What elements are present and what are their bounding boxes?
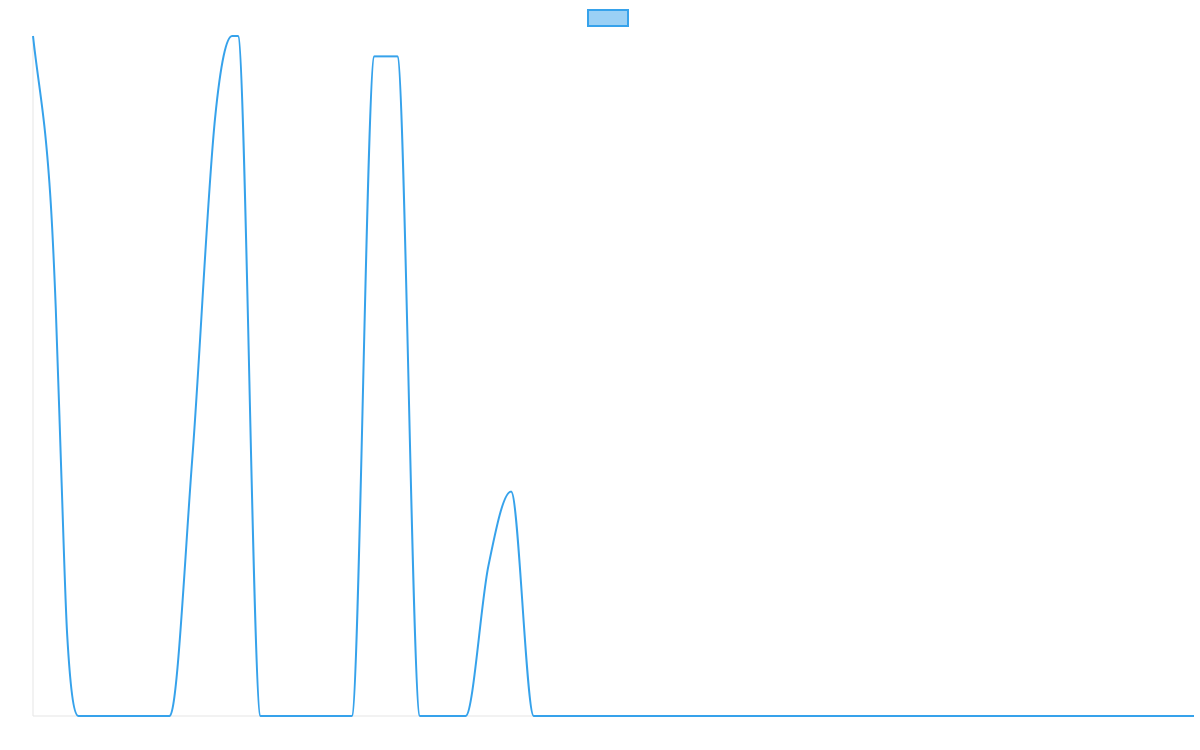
- legend[interactable]: [587, 9, 629, 27]
- series-layer: [32, 35, 1194, 718]
- axes: [32, 36, 1194, 717]
- series-line-0: [32, 35, 1194, 718]
- legend-swatch-0[interactable]: [587, 9, 629, 27]
